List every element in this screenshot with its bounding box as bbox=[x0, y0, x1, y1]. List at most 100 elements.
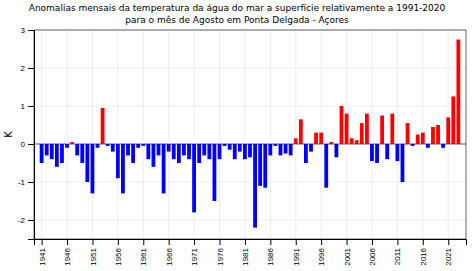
bar bbox=[106, 144, 110, 146]
x-tick: 1991 bbox=[292, 239, 301, 266]
x-tick: 2016 bbox=[419, 239, 428, 266]
bar bbox=[121, 144, 125, 193]
bar bbox=[197, 144, 201, 163]
bar bbox=[233, 144, 237, 159]
y-tick-mark bbox=[28, 182, 34, 183]
x-tick: 1971 bbox=[190, 239, 199, 266]
x-tick-mark bbox=[270, 239, 271, 245]
bar bbox=[258, 144, 262, 186]
y-tick: -1 bbox=[18, 178, 34, 187]
x-tick-mark bbox=[169, 239, 170, 245]
x-tick-mark bbox=[92, 239, 93, 245]
bar bbox=[202, 144, 206, 155]
bar bbox=[431, 127, 435, 144]
x-tick-mark bbox=[245, 239, 246, 245]
y-tick-mark bbox=[28, 106, 34, 107]
bar bbox=[416, 135, 420, 145]
bar bbox=[253, 144, 257, 228]
y-tick-label: 1 bbox=[21, 102, 26, 111]
bar bbox=[456, 40, 460, 145]
bar bbox=[350, 138, 354, 144]
bar bbox=[340, 106, 344, 144]
bar bbox=[274, 144, 278, 146]
x-tick-label: 2006 bbox=[368, 247, 377, 265]
grid-line-x bbox=[41, 30, 42, 239]
bar bbox=[345, 114, 349, 144]
bar bbox=[228, 144, 232, 150]
x-tick: 1961 bbox=[139, 239, 148, 266]
x-tick-label: 2011 bbox=[393, 247, 402, 265]
x-tick-label: 1971 bbox=[190, 247, 199, 265]
y-tick-mark bbox=[28, 220, 34, 221]
bar bbox=[243, 144, 247, 159]
bar bbox=[162, 144, 166, 193]
x-tick: 2006 bbox=[368, 239, 377, 266]
y-axis-line bbox=[28, 31, 35, 240]
x-tick-mark bbox=[143, 239, 144, 245]
x-tick-mark bbox=[220, 239, 221, 245]
bar bbox=[426, 144, 430, 148]
bar bbox=[304, 144, 308, 163]
bar bbox=[131, 144, 135, 163]
grid-line-x bbox=[295, 30, 296, 239]
bar bbox=[45, 144, 49, 155]
bar bbox=[284, 144, 288, 154]
bar bbox=[451, 97, 455, 145]
bar bbox=[50, 144, 54, 159]
grid-line-x bbox=[371, 30, 372, 239]
x-tick: 1966 bbox=[165, 239, 174, 266]
x-tick-label: 2001 bbox=[343, 247, 352, 265]
bar bbox=[319, 133, 323, 144]
bar bbox=[152, 144, 156, 167]
x-tick-label: 1976 bbox=[216, 247, 225, 265]
x-tick-label: 1961 bbox=[139, 247, 148, 265]
plot: 1941194619511956196119661971197619811986… bbox=[18, 26, 467, 266]
bar bbox=[207, 144, 211, 159]
bar bbox=[111, 144, 115, 152]
bar bbox=[365, 114, 369, 144]
bar bbox=[101, 108, 105, 144]
x-tick-mark bbox=[321, 239, 322, 245]
bar bbox=[182, 144, 186, 155]
grid-line-x bbox=[270, 30, 271, 239]
x-tick-mark bbox=[372, 239, 373, 245]
subtitle: para o mês de Agosto em Ponta Delgada - … bbox=[125, 15, 349, 25]
x-tick: 1986 bbox=[266, 239, 275, 266]
bar bbox=[294, 138, 298, 144]
y-tick-mark bbox=[28, 144, 34, 145]
y-tick-mark bbox=[28, 68, 34, 69]
x-tick-mark bbox=[423, 239, 424, 245]
bar bbox=[446, 117, 450, 144]
bar bbox=[314, 133, 318, 144]
x-tick: 2001 bbox=[343, 239, 352, 266]
bar bbox=[329, 142, 333, 144]
bar bbox=[223, 144, 227, 146]
x-tick-label: 2016 bbox=[419, 247, 428, 265]
x-tick-label: 1946 bbox=[63, 247, 72, 265]
y-tick-mark bbox=[28, 30, 34, 31]
x-tick-mark bbox=[296, 239, 297, 245]
x-tick: 1956 bbox=[114, 239, 123, 266]
bar bbox=[309, 144, 313, 152]
y-tick-label: 3 bbox=[21, 26, 26, 35]
x-tick-label: 1956 bbox=[114, 247, 123, 265]
x-axis: 1941194619511956196119661971197619811986… bbox=[35, 239, 467, 266]
bar bbox=[213, 144, 217, 201]
x-axis-line bbox=[35, 240, 467, 246]
x-tick: 1976 bbox=[216, 239, 225, 266]
plot-frame bbox=[34, 30, 466, 239]
bar bbox=[411, 144, 415, 146]
bar bbox=[390, 114, 394, 144]
bar bbox=[177, 144, 181, 163]
bar bbox=[380, 116, 384, 145]
bar bbox=[75, 144, 79, 155]
grid-line-x bbox=[67, 30, 68, 239]
bar bbox=[279, 144, 283, 155]
grid-line-x bbox=[219, 30, 220, 239]
bar bbox=[299, 119, 303, 144]
bar bbox=[268, 144, 272, 155]
grid-line-x bbox=[143, 30, 144, 239]
bar bbox=[436, 125, 440, 144]
bar bbox=[80, 144, 84, 163]
bar bbox=[385, 144, 389, 159]
